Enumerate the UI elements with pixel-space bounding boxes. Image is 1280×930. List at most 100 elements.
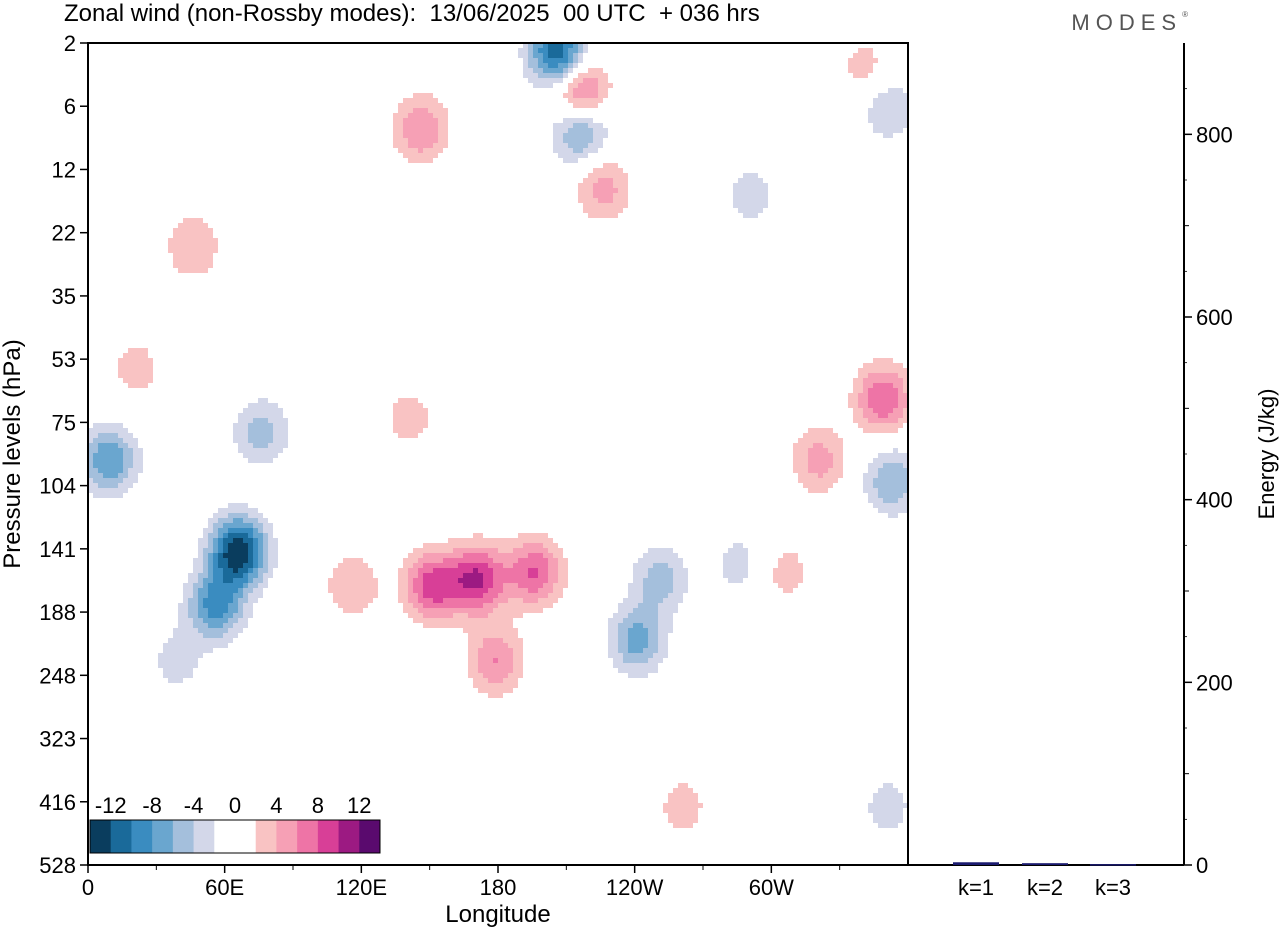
heat-cell [668,578,673,583]
heat-cell [653,633,658,638]
heat-cell [548,568,553,573]
heat-cell [128,478,133,483]
heat-cell [798,473,803,478]
heat-cell [238,593,243,598]
heat-cell [673,573,678,578]
heat-cell [748,188,753,193]
heat-cell [88,448,93,453]
heat-cell [863,418,868,423]
heat-cell [518,553,523,558]
heat-cell [498,553,503,558]
heat-cell [223,608,228,613]
heat-cell [633,573,638,578]
heat-cell [493,618,498,623]
heat-cell [593,143,598,148]
heat-cell [233,543,238,548]
heat-cell [208,533,213,538]
heat-cell [243,423,248,428]
heat-cell [408,153,413,158]
heat-cell [98,448,103,453]
heat-cell [538,43,543,48]
heat-cell [203,593,208,598]
heat-cell [548,563,553,568]
heat-cell [903,98,908,103]
heat-cell [583,83,588,88]
heat-cell [273,443,278,448]
heat-cell [408,583,413,588]
heat-cell [413,403,418,408]
heat-cell [658,573,663,578]
heat-cell [143,358,148,363]
heat-cell [863,428,868,433]
heat-cell [98,463,103,468]
heat-cell [588,118,593,123]
heat-cell [218,568,223,573]
heat-cell [668,628,673,633]
heat-cell [733,573,738,578]
heat-cell [403,108,408,113]
heat-cell [533,563,538,568]
heat-cell [198,648,203,653]
heat-cell [463,603,468,608]
heat-cell [623,598,628,603]
heat-cell [633,628,638,633]
heat-cell [393,423,398,428]
heat-cell [408,113,413,118]
heat-cell [793,463,798,468]
heat-cell [443,573,448,578]
heat-cell [118,488,123,493]
heat-cell [223,568,228,573]
heat-cell [848,393,853,398]
heat-cell [423,148,428,153]
heat-cell [423,578,428,583]
heat-cell [433,98,438,103]
heat-cell [568,158,573,163]
heat-cell [583,188,588,193]
heat-cell [423,563,428,568]
heat-cell [443,578,448,583]
heat-cell [903,368,908,373]
heat-cell [233,593,238,598]
heat-cell [393,133,398,138]
heat-cell [753,183,758,188]
heat-cell [393,428,398,433]
heat-cell [518,673,523,678]
heat-cell [888,783,893,788]
x-axis: 0 60E 120E 180 120W 60W [82,865,841,900]
heat-cell [233,553,238,558]
heat-cell [798,568,803,573]
heat-cell [243,603,248,608]
heat-cell [643,658,648,663]
heat-cell [468,578,473,583]
heat-cell [488,558,493,563]
heat-cell [458,573,463,578]
heat-cell [593,98,598,103]
heat-cell [418,148,423,153]
heat-cell [783,558,788,563]
heat-cell [588,208,593,213]
heat-cell [673,808,678,813]
heat-cell [573,153,578,158]
heat-cell [433,618,438,623]
heat-cell [433,558,438,563]
colorbar-frame [89,819,381,854]
heat-cell [808,488,813,493]
heat-cell [508,578,513,583]
heat-cell [658,633,663,638]
heat-cell [418,618,423,623]
heat-cell [743,548,748,553]
heat-cell [678,573,683,578]
heat-cell [478,608,483,613]
heat-cell [218,633,223,638]
heat-cell [438,128,443,133]
heat-cell [218,623,223,628]
heat-cell [418,583,423,588]
heat-cell [228,533,233,538]
heat-cell [478,678,483,683]
heat-cell [188,218,193,223]
heat-cell [888,458,893,463]
heat-cell [123,473,128,478]
y-tick-label: 53 [52,347,76,372]
heat-cell [903,488,908,493]
heat-cell [573,78,578,83]
